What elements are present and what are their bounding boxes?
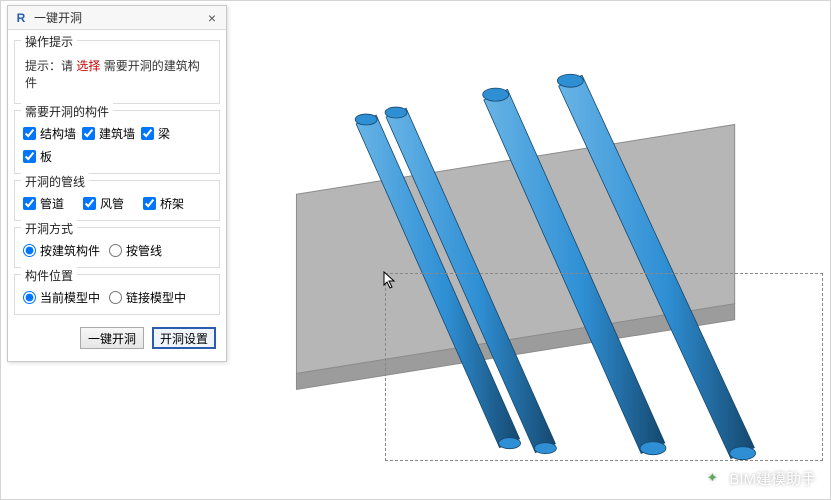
run-button[interactable]: 一键开洞 xyxy=(80,327,144,349)
radio-linked-model-label: 链接模型中 xyxy=(126,289,186,306)
chk-struct-wall[interactable]: 结构墙 xyxy=(23,125,76,142)
radio-by-pipe-input[interactable] xyxy=(109,244,122,257)
group-method: 开洞方式 按建筑构件 按管线 xyxy=(14,227,220,268)
chk-slab-label: 板 xyxy=(40,148,52,165)
chk-arch-wall[interactable]: 建筑墙 xyxy=(82,125,135,142)
watermark: ✦ BIM建模助手 xyxy=(701,467,816,489)
window-title: 一键开洞 xyxy=(34,9,204,26)
chk-beam[interactable]: 梁 xyxy=(141,125,185,142)
radio-linked-model[interactable]: 链接模型中 xyxy=(109,289,186,306)
model-viewport[interactable]: ✦ BIM建模助手 xyxy=(235,5,826,495)
hint-select-word: 选择 xyxy=(76,59,100,73)
chk-pipe-input[interactable] xyxy=(23,197,36,210)
dialog-body: 操作提示 提示：请 选择 需要开洞的建筑构件 需要开洞的构件 结构墙 建筑墙 梁… xyxy=(8,30,226,361)
chk-pipe[interactable]: 管道 xyxy=(23,195,77,212)
chk-beam-label: 梁 xyxy=(158,125,170,142)
radio-by-pipe-label: 按管线 xyxy=(126,242,162,259)
radio-by-pipe[interactable]: 按管线 xyxy=(109,242,162,259)
group-method-title: 开洞方式 xyxy=(21,220,77,237)
settings-button[interactable]: 开洞设置 xyxy=(152,327,216,349)
revit-icon: R xyxy=(14,11,28,25)
group-pipes: 开洞的管线 管道 风管 桥架 xyxy=(14,180,220,221)
selection-rectangle xyxy=(385,273,823,461)
radio-by-element-label: 按建筑构件 xyxy=(40,242,100,259)
chk-duct-input[interactable] xyxy=(83,197,96,210)
chk-tray[interactable]: 桥架 xyxy=(143,195,197,212)
chk-slab[interactable]: 板 xyxy=(23,148,67,165)
radio-current-model[interactable]: 当前模型中 xyxy=(23,289,103,306)
titlebar[interactable]: R 一键开洞 × xyxy=(8,6,226,30)
chk-tray-label: 桥架 xyxy=(160,195,184,212)
watermark-text: BIM建模助手 xyxy=(729,468,816,489)
radio-linked-model-input[interactable] xyxy=(109,291,122,304)
group-components: 需要开洞的构件 结构墙 建筑墙 梁 板 xyxy=(14,110,220,174)
chk-duct[interactable]: 风管 xyxy=(83,195,137,212)
radio-current-model-label: 当前模型中 xyxy=(40,289,100,306)
close-icon[interactable]: × xyxy=(204,10,220,26)
radio-by-element[interactable]: 按建筑构件 xyxy=(23,242,103,259)
opening-dialog: R 一键开洞 × 操作提示 提示：请 选择 需要开洞的建筑构件 需要开洞的构件 … xyxy=(7,5,227,362)
chk-struct-wall-input[interactable] xyxy=(23,127,36,140)
chk-arch-wall-label: 建筑墙 xyxy=(99,125,135,142)
chk-arch-wall-input[interactable] xyxy=(82,127,95,140)
group-pipes-title: 开洞的管线 xyxy=(21,173,89,190)
chk-duct-label: 风管 xyxy=(100,195,124,212)
hint-prefix: 提示：请 xyxy=(25,59,76,73)
chk-pipe-label: 管道 xyxy=(40,195,64,212)
group-location: 构件位置 当前模型中 链接模型中 xyxy=(14,274,220,315)
chk-tray-input[interactable] xyxy=(143,197,156,210)
group-components-title: 需要开洞的构件 xyxy=(21,103,113,120)
hint-text: 提示：请 选择 需要开洞的建筑构件 xyxy=(23,51,211,95)
chk-struct-wall-label: 结构墙 xyxy=(40,125,76,142)
group-hint-title: 操作提示 xyxy=(21,33,77,50)
wechat-icon: ✦ xyxy=(701,467,723,489)
chk-slab-input[interactable] xyxy=(23,150,36,163)
group-hint: 操作提示 提示：请 选择 需要开洞的建筑构件 xyxy=(14,40,220,104)
chk-beam-input[interactable] xyxy=(141,127,154,140)
radio-by-element-input[interactable] xyxy=(23,244,36,257)
group-location-title: 构件位置 xyxy=(21,267,77,284)
radio-current-model-input[interactable] xyxy=(23,291,36,304)
